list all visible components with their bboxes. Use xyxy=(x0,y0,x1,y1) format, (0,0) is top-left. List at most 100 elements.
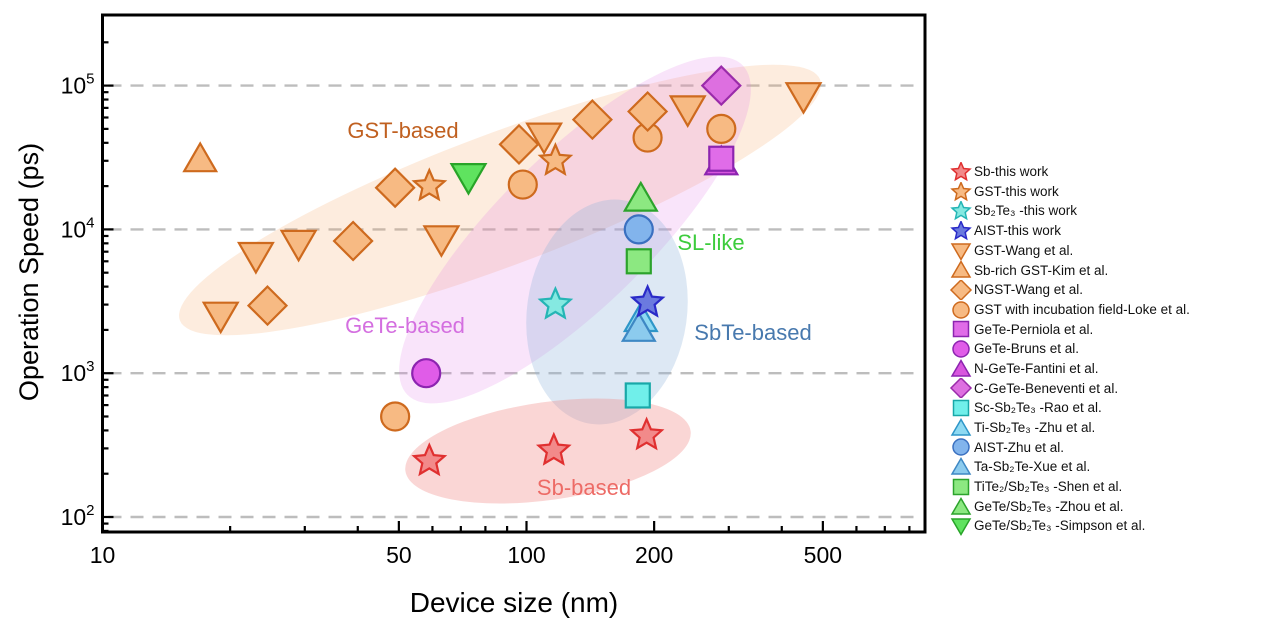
legend-item-gst-wang: GST-Wang et al. xyxy=(948,241,1190,261)
marker xyxy=(950,518,972,537)
marker xyxy=(784,82,823,115)
marker xyxy=(952,478,970,496)
legend-item-gete-bruns: GeTe-Bruns et al. xyxy=(948,339,1190,359)
marker xyxy=(949,279,973,300)
y-tick-label-5: 105 xyxy=(61,71,95,99)
tri_up-icon xyxy=(950,457,972,475)
marker xyxy=(537,142,574,176)
legend-item-ti-sb2te3-zhu: Ti-Sb₂Te₃ -Zhu et al. xyxy=(948,417,1190,438)
legend-item-gete-sb2te3-zhou: GeTe/Sb₂Te₃ -Zhou et al. xyxy=(948,496,1190,517)
legend-item-sb2te3-this-work: Sb₂Te₃ -this work xyxy=(948,201,1190,221)
legend-label: TiTe₂/Sb₂Te₃ -Shen et al. xyxy=(974,479,1123,495)
marker xyxy=(537,285,574,320)
legend-item-tite2-sb2te3-shen: TiTe₂/Sb₂Te₃ -Shen et al. xyxy=(948,477,1190,497)
marker xyxy=(507,169,538,200)
series-sb2te3-this-work xyxy=(537,285,574,320)
marker xyxy=(950,496,972,515)
legend: Sb-this work GST-this work Sb₂Te₃ -this wo… xyxy=(948,161,1190,537)
star-icon xyxy=(950,161,972,182)
marker xyxy=(623,214,654,245)
tri_up-icon xyxy=(950,358,972,377)
legend-item-ta-sb2te-xue: Ta-Sb₂Te-Xue et al. xyxy=(948,457,1190,477)
legend-label: GeTe/Sb₂Te₃ -Zhou et al. xyxy=(974,498,1124,514)
series-aist-zhu xyxy=(623,214,654,245)
series-tite2-sb2te3-shen xyxy=(625,248,652,275)
marker xyxy=(950,220,972,241)
legend-label: GST with incubation field-Loke et al. xyxy=(974,301,1190,317)
x-axis-title: Device size (nm) xyxy=(410,587,618,618)
legend-item-n-gete-fantini: N-GeTe-Fantini et al. xyxy=(948,358,1190,379)
series-gete-sb2te3-simpson xyxy=(449,163,488,196)
marker xyxy=(571,99,613,141)
legend-label: GeTe-Perniola et al. xyxy=(974,321,1094,337)
legend-label: Sb-this work xyxy=(974,164,1049,180)
legend-item-sb-this-work: Sb-this work xyxy=(948,161,1190,182)
legend-label: NGST-Wang et al. xyxy=(974,282,1084,298)
series-aist-this-work xyxy=(629,283,666,318)
marker xyxy=(624,382,651,409)
marker xyxy=(952,321,970,338)
marker xyxy=(525,122,564,156)
y-tick-label-2: 102 xyxy=(61,502,95,530)
series-sbrich-gst-kim xyxy=(182,141,219,173)
legend-item-sc-sb2te3-rao: Sc-Sb₂Te₃ -Rao et al. xyxy=(948,398,1190,418)
star-icon xyxy=(950,181,972,201)
legend-item-aist-zhu: AIST-Zhu et al. xyxy=(948,438,1190,458)
marker xyxy=(627,90,669,133)
series-gete-sb2te3-zhou xyxy=(622,180,659,212)
legend-label: Sc-Sb₂Te₃ -Rao et al. xyxy=(974,400,1102,416)
tri_up-icon xyxy=(950,417,972,436)
series-gst-wang xyxy=(201,82,823,335)
circle-icon xyxy=(952,340,970,358)
legend-item-gst-this-work: GST-this work xyxy=(948,181,1190,202)
marker xyxy=(620,311,657,342)
series-gst-loke xyxy=(380,113,737,432)
gst-based-label: GST-based xyxy=(347,118,458,143)
marker xyxy=(279,229,318,263)
marker xyxy=(950,181,972,201)
diamond-icon xyxy=(949,279,973,300)
series-ta-sb2te-xue xyxy=(620,311,657,342)
legend-item-sbrich-gst-kim: Sb-rich GST-Kim et al. xyxy=(948,260,1190,280)
marker xyxy=(950,161,972,182)
y-tick-label-3: 103 xyxy=(61,358,95,386)
square-icon xyxy=(952,478,970,496)
series-c-gete-beneventi xyxy=(700,65,742,107)
marker xyxy=(498,123,540,165)
marker xyxy=(700,65,742,107)
marker xyxy=(411,167,448,202)
y-tick-label-4: 104 xyxy=(61,214,95,242)
marker xyxy=(535,431,572,466)
sbte-based-label: SbTe-based xyxy=(694,320,811,345)
x-tick-label-10: 10 xyxy=(90,542,116,568)
marker xyxy=(411,442,448,477)
circle-icon xyxy=(952,300,970,319)
marker xyxy=(332,220,374,262)
tri_down-icon xyxy=(950,518,972,537)
gete-based-label: GeTe-based xyxy=(345,313,465,338)
legend-label: Sb₂Te₃ -this work xyxy=(974,203,1078,219)
legend-item-ngst-wang: NGST-Wang et al. xyxy=(948,279,1190,300)
marker xyxy=(952,340,970,358)
legend-item-gete-perniola: GeTe-Perniola et al. xyxy=(948,320,1190,340)
tri_up-icon xyxy=(950,260,972,279)
legend-label: Ti-Sb₂Te₃ -Zhu et al. xyxy=(974,420,1096,436)
square-icon xyxy=(952,399,970,417)
marker xyxy=(708,145,735,172)
marker xyxy=(949,378,973,399)
legend-item-aist-this-work: AIST-this work xyxy=(948,220,1190,241)
marker xyxy=(950,242,972,261)
legend-item-gst-loke: GST with incubation field-Loke et al. xyxy=(948,300,1190,320)
marker xyxy=(380,401,411,432)
marker xyxy=(952,438,970,457)
marker xyxy=(706,113,737,144)
sb-based-label: Sb-based xyxy=(537,475,631,500)
marker xyxy=(950,417,972,436)
series-gst-this-work xyxy=(411,142,574,202)
legend-label: GST-Wang et al. xyxy=(974,242,1074,258)
marker xyxy=(950,457,972,475)
marker xyxy=(668,95,707,128)
x-tick-label-200: 200 xyxy=(635,542,673,568)
